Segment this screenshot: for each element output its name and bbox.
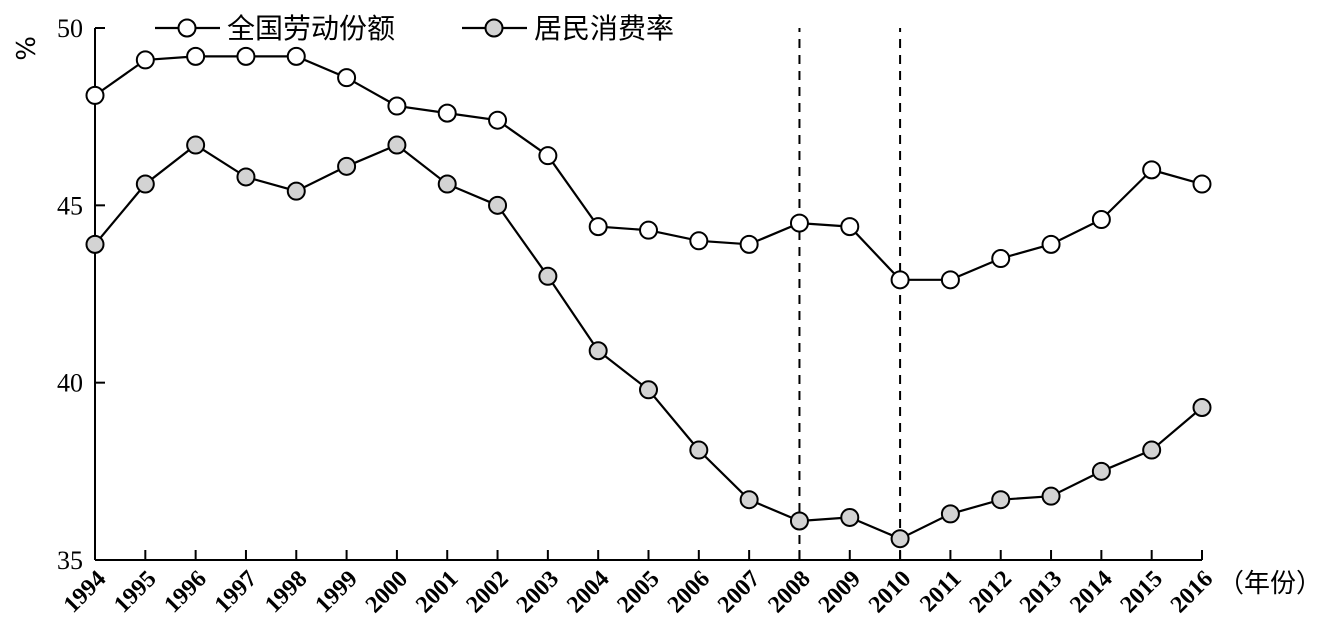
x-tick-label: 1995 <box>109 566 161 618</box>
data-point <box>890 270 910 290</box>
data-point <box>1142 440 1162 460</box>
data-point <box>991 490 1011 510</box>
data-point <box>789 213 809 233</box>
x-tick-label: 2007 <box>713 566 765 618</box>
data-point <box>739 490 759 510</box>
data-point <box>85 234 105 254</box>
data-point <box>639 380 658 400</box>
y-tick-label: 45 <box>57 191 83 220</box>
data-point <box>840 507 860 527</box>
legend-label: 全国劳动份额 <box>227 12 395 45</box>
y-tick-label: 50 <box>57 14 83 43</box>
x-tick-label: 2005 <box>612 566 664 618</box>
series-line <box>94 55 1203 281</box>
series-line <box>94 143 1203 540</box>
legend-marker <box>177 18 197 38</box>
data-point <box>488 110 508 130</box>
y-tick-label: 40 <box>57 369 83 398</box>
data-point <box>1142 160 1162 180</box>
y-tick-label: 35 <box>57 546 83 575</box>
data-point <box>588 217 608 237</box>
x-tick-label: 2009 <box>814 566 866 618</box>
x-tick-label: 2012 <box>965 566 1017 618</box>
series-2 <box>85 135 1212 549</box>
x-tick-label: 1999 <box>311 566 363 618</box>
data-point <box>739 234 759 254</box>
data-point <box>236 46 256 66</box>
legend-label: 居民消费率 <box>534 12 674 45</box>
data-point <box>135 50 155 70</box>
x-axis-label: （年份） <box>1218 569 1322 599</box>
data-point <box>538 266 558 286</box>
data-point <box>1192 397 1212 417</box>
x-tick-label: 2000 <box>361 566 413 618</box>
x-tick-label: 2013 <box>1015 566 1067 618</box>
x-tick-label: 2001 <box>411 566 463 618</box>
data-point <box>437 103 457 123</box>
data-point <box>85 85 105 105</box>
data-point <box>1091 461 1111 481</box>
data-point <box>840 217 860 237</box>
legend-item-1: 全国劳动份额 <box>155 12 395 45</box>
data-point <box>1192 174 1212 194</box>
data-point <box>689 231 709 251</box>
data-point <box>186 46 206 66</box>
series-1 <box>85 46 1212 290</box>
data-point <box>437 174 457 194</box>
data-point <box>1041 486 1061 506</box>
data-point <box>890 529 910 549</box>
series-group <box>85 46 1212 549</box>
legend: 全国劳动份额 居民消费率 <box>155 12 674 45</box>
x-tick-label: 2008 <box>763 566 815 618</box>
x-tick-label: 2014 <box>1065 566 1117 618</box>
data-point <box>236 167 256 187</box>
x-tick-label: 2004 <box>562 566 614 618</box>
legend-marker <box>484 18 504 38</box>
x-tick-label: 1998 <box>260 566 312 618</box>
x-tick-label: 2003 <box>512 566 564 618</box>
data-point <box>940 270 960 290</box>
x-tick-label: 2002 <box>461 566 513 618</box>
x-tick-label: 2011 <box>915 566 966 617</box>
axes: 3540455019941995199619971998199920002001… <box>57 14 1218 618</box>
data-point <box>588 341 608 361</box>
data-point <box>337 68 357 88</box>
data-point <box>1041 234 1061 254</box>
x-tick-label: 2016 <box>1166 566 1218 618</box>
reference-lines <box>798 28 902 560</box>
legend-item-2: 居民消费率 <box>462 12 674 45</box>
data-point <box>387 96 407 116</box>
data-point <box>135 174 155 194</box>
data-point <box>940 504 960 524</box>
data-point <box>538 146 558 166</box>
data-point <box>286 46 306 66</box>
data-point <box>639 220 658 240</box>
x-tick-label: 2010 <box>864 566 916 618</box>
data-point <box>1091 210 1111 230</box>
x-tick-label: 2006 <box>663 566 715 618</box>
data-point <box>789 511 809 531</box>
data-point <box>488 195 508 215</box>
data-point <box>387 135 407 155</box>
data-point <box>286 181 306 201</box>
x-tick-label: 2015 <box>1116 566 1168 618</box>
data-point <box>689 440 709 460</box>
data-point <box>186 135 206 155</box>
data-point <box>991 249 1011 269</box>
y-axis-label: % <box>9 36 39 61</box>
x-tick-label: 1997 <box>210 566 262 618</box>
x-tick-label: 1996 <box>160 566 212 618</box>
data-point <box>337 156 357 176</box>
